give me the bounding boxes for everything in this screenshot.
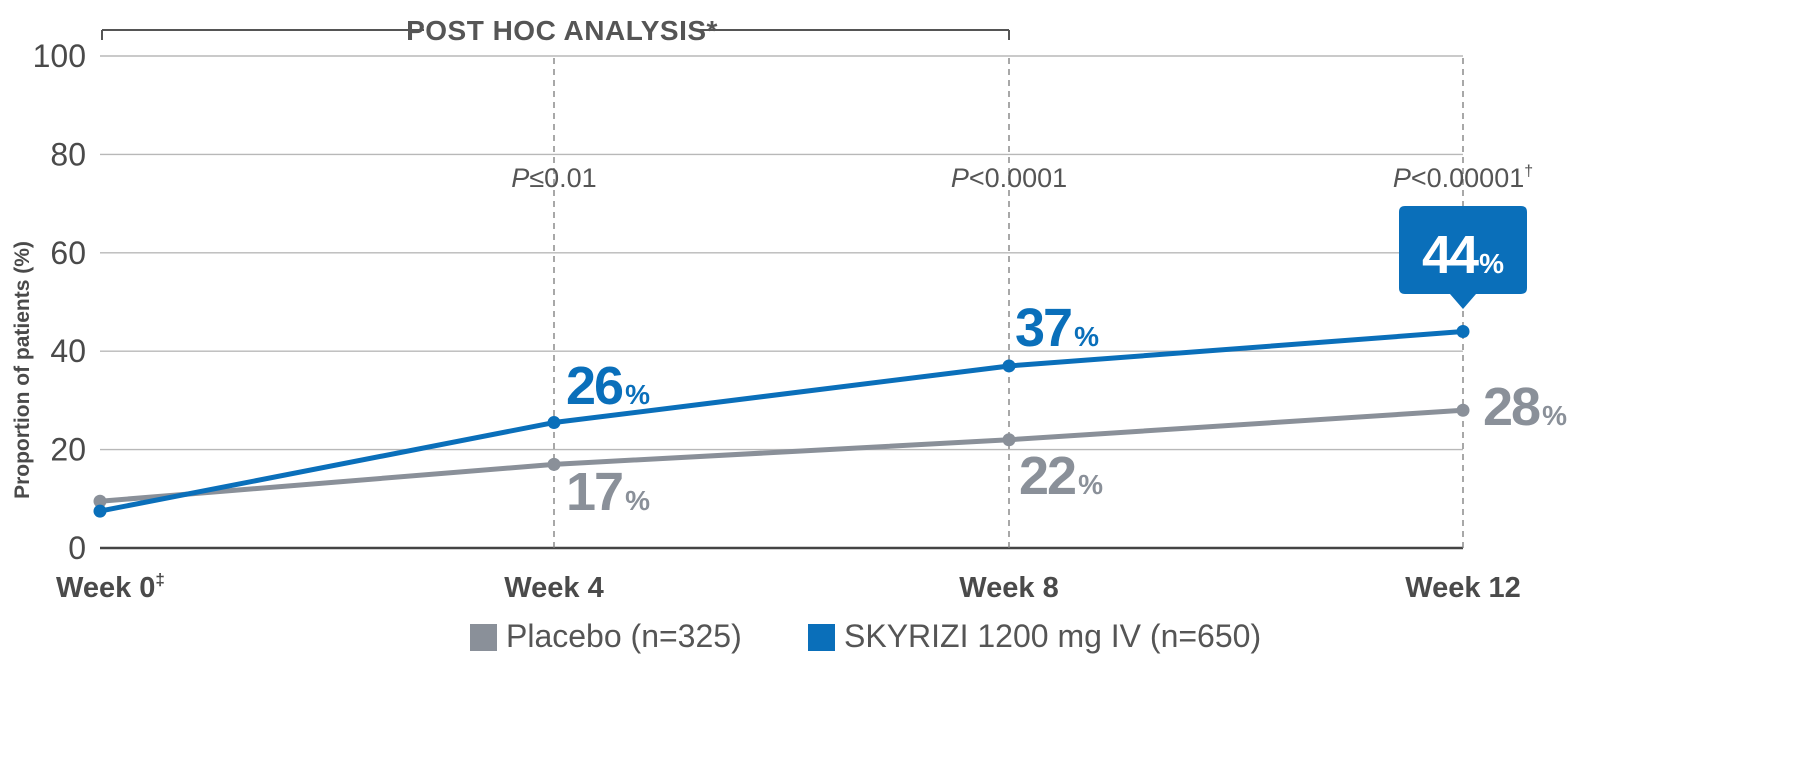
p-value-3: P<0.00001† bbox=[1393, 163, 1533, 193]
skyrizi-label-week12: 44% bbox=[1422, 225, 1504, 285]
y-tick-20: 20 bbox=[50, 432, 86, 468]
legend-swatch-placebo bbox=[470, 624, 497, 651]
p-value-1: P≤0.01 bbox=[511, 163, 596, 193]
y-axis-ticks: 0 20 40 60 80 100 bbox=[33, 38, 86, 566]
placebo-label-week12: 28% bbox=[1483, 377, 1567, 437]
placebo-point-1 bbox=[547, 457, 561, 471]
grid-lines bbox=[100, 55, 1463, 550]
x-axis-ticks: Week 0‡ Week 4 Week 8 Week 12 bbox=[56, 570, 1521, 604]
series-lines bbox=[93, 325, 1470, 518]
placebo-label-week4: 17% bbox=[566, 462, 650, 522]
x-tick-1: Week 4 bbox=[504, 572, 603, 604]
p-values: P≤0.01 P<0.0001 P<0.00001† bbox=[511, 163, 1533, 193]
legend: Placebo (n=325) SKYRIZI 1200 mg IV (n=650… bbox=[470, 618, 1261, 654]
y-tick-80: 80 bbox=[50, 136, 86, 172]
skyrizi-point-2 bbox=[1002, 359, 1016, 373]
legend-label-placebo: Placebo (n=325) bbox=[506, 618, 742, 654]
legend-label-skyrizi: SKYRIZI 1200 mg IV (n=650) bbox=[844, 618, 1261, 654]
placebo-point-2 bbox=[1002, 433, 1016, 447]
placebo-point-0 bbox=[93, 494, 107, 508]
skyrizi-callout-box bbox=[1399, 206, 1527, 309]
skyrizi-point-0 bbox=[93, 504, 107, 518]
header-title: POST HOC ANALYSIS* bbox=[406, 15, 718, 46]
category-guide-lines bbox=[553, 58, 1464, 548]
placebo-point-3 bbox=[1456, 403, 1470, 417]
y-axis-label: Proportion of patients (%) bbox=[11, 241, 34, 499]
data-labels: 17% 22 % 28 % 26 % 37 % 44% bbox=[566, 206, 1567, 522]
p-value-2: P<0.0001 bbox=[951, 163, 1067, 193]
placebo-label-week8: 22% bbox=[1019, 446, 1103, 506]
post-hoc-header: POST HOC ANALYSIS* bbox=[101, 15, 1010, 46]
skyrizi-point-3 bbox=[1456, 325, 1470, 339]
skyrizi-label-week4: 26% bbox=[566, 356, 650, 416]
y-tick-40: 40 bbox=[50, 333, 86, 369]
y-tick-60: 60 bbox=[50, 235, 86, 271]
x-tick-0: Week 0‡ bbox=[56, 570, 165, 604]
x-tick-2: Week 8 bbox=[959, 572, 1058, 604]
y-tick-100: 100 bbox=[33, 38, 86, 74]
skyrizi-point-1 bbox=[547, 416, 561, 430]
legend-swatch-skyrizi bbox=[808, 624, 835, 651]
placebo-line bbox=[99, 407, 1464, 504]
skyrizi-label-week8: 37% bbox=[1015, 298, 1099, 358]
y-tick-0: 0 bbox=[68, 530, 86, 566]
x-tick-3: Week 12 bbox=[1405, 572, 1521, 604]
skyrizi-line bbox=[99, 329, 1464, 514]
